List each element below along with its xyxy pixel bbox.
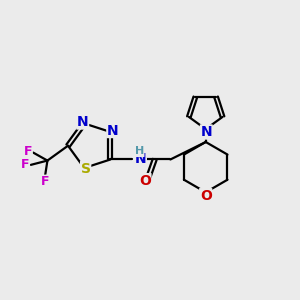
Text: F: F [41,175,50,188]
Text: F: F [24,145,32,158]
Text: N: N [77,115,88,129]
Text: N: N [107,124,118,137]
Text: O: O [139,174,151,188]
Text: S: S [81,162,91,176]
Text: H: H [135,146,144,157]
Text: N: N [135,152,146,167]
Text: O: O [200,189,212,203]
Text: N: N [200,125,212,139]
Text: F: F [21,158,29,171]
